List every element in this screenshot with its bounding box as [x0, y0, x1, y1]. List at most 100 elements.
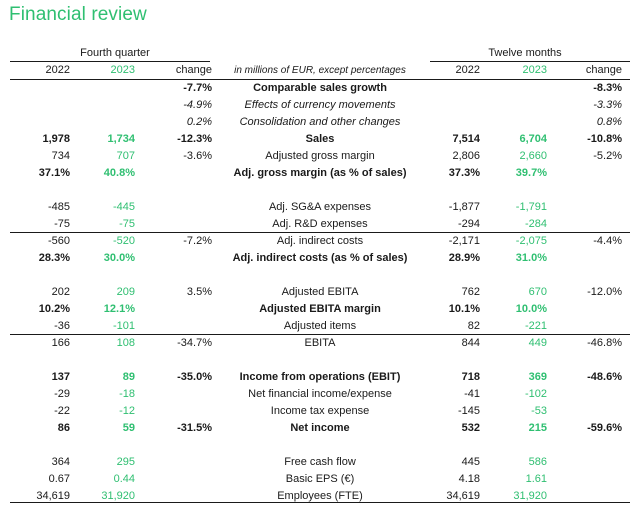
table-row: -75 -75 Adj. R&D expenses -294 -284 — [0, 216, 641, 233]
cell-q23: 59 — [122, 422, 135, 434]
cell-qc: 3.5% — [186, 286, 212, 298]
table-row: 734 707 -3.6% Adjusted gross margin 2,806 2,6… — [0, 148, 641, 165]
table-row: 28.3% 30.0% Adj. indirect costs (as % of s… — [0, 250, 641, 267]
cell-label: Effects of currency movements — [244, 99, 396, 111]
cell-label: Basic EPS (€) — [285, 473, 355, 485]
table-row: 202 209 3.5% Adjusted EBITA 762 670 -12.0% — [0, 284, 641, 301]
cell-qc: -3.6% — [183, 150, 212, 162]
table-row: 37.1% 40.8% Adj. gross margin (as % of sal… — [0, 165, 641, 182]
cell-y22: 445 — [461, 456, 480, 468]
cell-yc: -10.8% — [587, 133, 622, 145]
header-q-2022: 2022 — [45, 64, 70, 76]
cell-q23: 89 — [122, 371, 135, 383]
cell-q22: -560 — [47, 235, 70, 247]
table-row: 0.2% Consolidation and other changes 0.8% — [0, 114, 641, 131]
header-y-change: change — [585, 64, 622, 76]
table-row: -560 -520 -7.2% Adj. indirect costs -2,171 -2… — [0, 233, 641, 250]
cell-q22: 86 — [57, 422, 70, 434]
cell-y23: -102 — [524, 388, 547, 400]
cell-yc: -48.6% — [587, 371, 622, 383]
cell-label: Adjusted EBITA — [281, 286, 359, 298]
cell-label: Sales — [305, 133, 335, 145]
twelve-header-rule — [430, 61, 630, 62]
rule-ebita — [10, 334, 630, 335]
cell-y22: -294 — [457, 218, 480, 230]
cell-label: Comparable sales growth — [253, 82, 387, 94]
cell-q22: 0.67 — [48, 473, 70, 485]
cell-y22: 844 — [461, 337, 480, 349]
cell-y22: 718 — [461, 371, 480, 383]
header-q-change: change — [175, 64, 212, 76]
cell-y23: 31,920 — [513, 490, 547, 502]
cell-q23: 707 — [116, 150, 135, 162]
rule-indirect-costs — [10, 232, 630, 233]
cell-y22: -41 — [464, 388, 480, 400]
cell-q22: -75 — [54, 218, 70, 230]
cell-label: Employees (FTE) — [277, 490, 363, 502]
cell-q23: -12 — [119, 405, 135, 417]
cell-y23: 2,660 — [519, 150, 547, 162]
cell-q23: -18 — [119, 388, 135, 400]
period-twelve-months: Twelve months — [488, 47, 562, 59]
cell-q23: -445 — [112, 201, 135, 213]
header-q-2023: 2023 — [110, 64, 135, 76]
cell-label: Adjusted gross margin — [265, 150, 375, 162]
cell-q22: 28.3% — [38, 252, 70, 264]
cell-yc: 0.8% — [596, 116, 622, 128]
cell-y23: 670 — [528, 286, 547, 298]
cell-y22: 4.18 — [458, 473, 480, 485]
cell-y23: 215 — [528, 422, 547, 434]
cell-label: Net income — [290, 422, 350, 434]
cell-q22: 10.2% — [38, 303, 70, 315]
cell-y23: -221 — [524, 320, 547, 332]
cell-q23: 0.44 — [113, 473, 135, 485]
cell-y22: 532 — [461, 422, 480, 434]
cell-yc: -8.3% — [593, 82, 622, 94]
cell-qc: -7.2% — [183, 235, 212, 247]
cell-q22: 734 — [51, 150, 70, 162]
cell-y22: -1,877 — [448, 201, 480, 213]
table-bottom-rule — [10, 502, 630, 503]
cell-label: Income tax expense — [270, 405, 370, 417]
table-row: -22 -12 Income tax expense -145 -53 — [0, 403, 641, 420]
header-bottom-rule — [10, 79, 630, 80]
table-row: 137 89 -35.0% Income from operations (EBIT)… — [0, 369, 641, 386]
cell-q23: 295 — [116, 456, 135, 468]
cell-yc: -12.0% — [587, 286, 622, 298]
cell-y22: 7,514 — [452, 133, 480, 145]
cell-q22: -29 — [54, 388, 70, 400]
cell-yc: -46.8% — [587, 337, 622, 349]
table-row: 1,978 1,734 -12.3% Sales 7,514 6,704 -10.8% — [0, 131, 641, 148]
cell-q23: 108 — [116, 337, 135, 349]
cell-y22: 762 — [461, 286, 480, 298]
cell-q23: 1,734 — [107, 133, 135, 145]
cell-q23: 31,920 — [101, 490, 135, 502]
cell-y22: -145 — [457, 405, 480, 417]
cell-q22: 137 — [51, 371, 70, 383]
cell-y22: 37.3% — [448, 167, 480, 179]
cell-y23: 31.0% — [515, 252, 547, 264]
cell-q22: -36 — [54, 320, 70, 332]
cell-q23: -75 — [119, 218, 135, 230]
cell-y22: -2,171 — [448, 235, 480, 247]
table-row: 86 59 -31.5% Net income 532 215 -59.6% — [0, 420, 641, 437]
table-row: 364 295 Free cash flow 445 586 — [0, 454, 641, 471]
table-row: -4.9% Effects of currency movements -3.3% — [0, 97, 641, 114]
cell-label: Adj. SG&A expenses — [268, 201, 372, 213]
cell-y23: 10.0% — [515, 303, 547, 315]
cell-q22: 202 — [51, 286, 70, 298]
cell-y23: -2,075 — [515, 235, 547, 247]
cell-y23: 1.61 — [525, 473, 547, 485]
table-row: 0.67 0.44 Basic EPS (€) 4.18 1.61 — [0, 471, 641, 488]
cell-y23: 449 — [528, 337, 547, 349]
quarter-header-rule — [10, 61, 210, 62]
cell-label: Adj. indirect costs (as % of sales) — [232, 252, 408, 264]
cell-yc: -4.4% — [593, 235, 622, 247]
cell-q22: 364 — [51, 456, 70, 468]
cell-q22: 37.1% — [38, 167, 70, 179]
cell-y23: 586 — [528, 456, 547, 468]
cell-y23: -1,791 — [515, 201, 547, 213]
cell-qc: 0.2% — [186, 116, 212, 128]
cell-label: Adjusted items — [283, 320, 357, 332]
period-quarter: Fourth quarter — [80, 47, 150, 59]
